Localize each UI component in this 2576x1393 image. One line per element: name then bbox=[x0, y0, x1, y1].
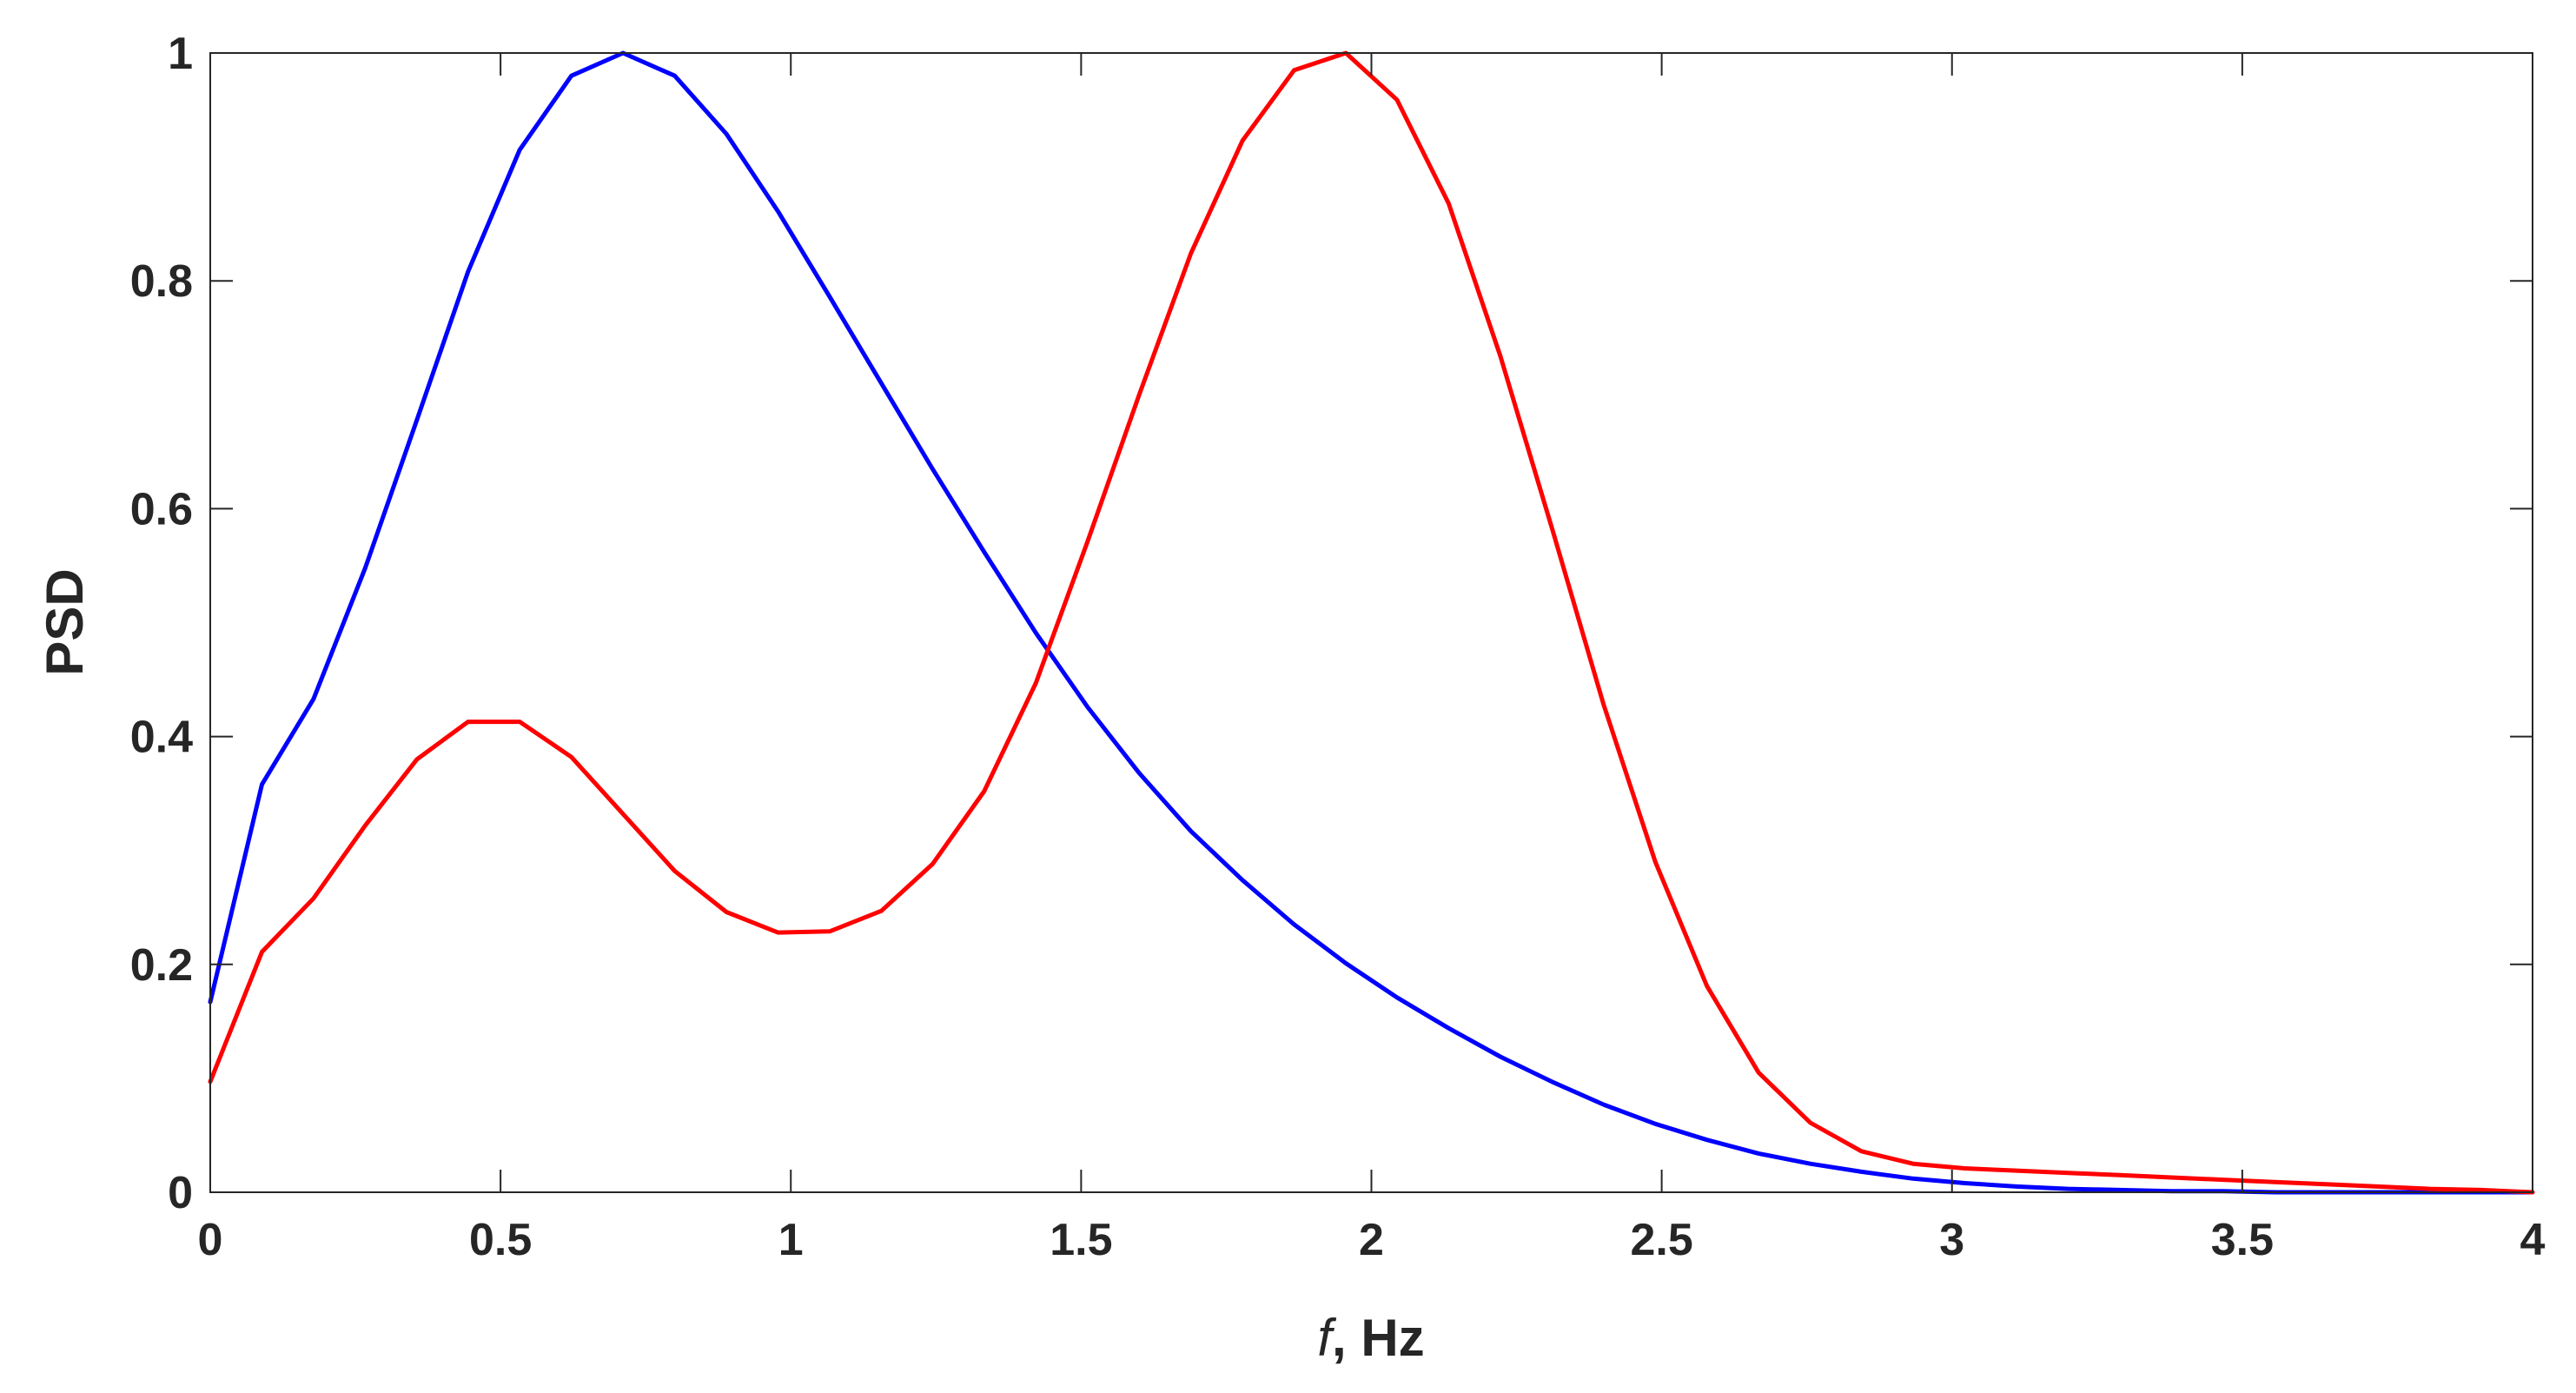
y-tick-label: 0.4 bbox=[130, 713, 193, 763]
x-tick-label: 0.5 bbox=[469, 1215, 532, 1265]
y-tick-label: 0.6 bbox=[130, 484, 193, 534]
x-axis-label-symbol: f bbox=[1317, 1309, 1336, 1367]
x-tick-label: 3 bbox=[1939, 1215, 1964, 1265]
series-line-2 bbox=[208, 50, 2535, 1195]
x-axis-label-unit: , Hz bbox=[1332, 1309, 1425, 1367]
x-tick-label: 2 bbox=[1359, 1215, 1384, 1265]
x-tick-label: 1.5 bbox=[1050, 1215, 1112, 1265]
x-tick-label: 3.5 bbox=[2211, 1215, 2274, 1265]
y-axis-label: PSD bbox=[36, 568, 94, 675]
series-layer bbox=[208, 50, 2535, 1195]
x-axis-label: f, Hz bbox=[1317, 1309, 1424, 1367]
x-tick-label: 4 bbox=[2520, 1215, 2546, 1265]
x-tick-label: 1 bbox=[778, 1215, 804, 1265]
y-tick-label: 0.2 bbox=[130, 940, 193, 991]
series-line-1 bbox=[208, 50, 2535, 1195]
tick-layer: 0 0.5 1 1.5 2 2.5 3 3.5 4 0 0.2 0.4 0.6 0.8 1 bbox=[130, 29, 2546, 1265]
y-tick-label: 0.8 bbox=[130, 256, 193, 307]
x-tick-label: 0 bbox=[198, 1215, 223, 1265]
plot-area bbox=[210, 53, 2533, 1192]
x-tick-label: 2.5 bbox=[1630, 1215, 1692, 1265]
y-tick-label: 1 bbox=[168, 29, 193, 79]
y-tick-label: 0 bbox=[168, 1168, 193, 1218]
